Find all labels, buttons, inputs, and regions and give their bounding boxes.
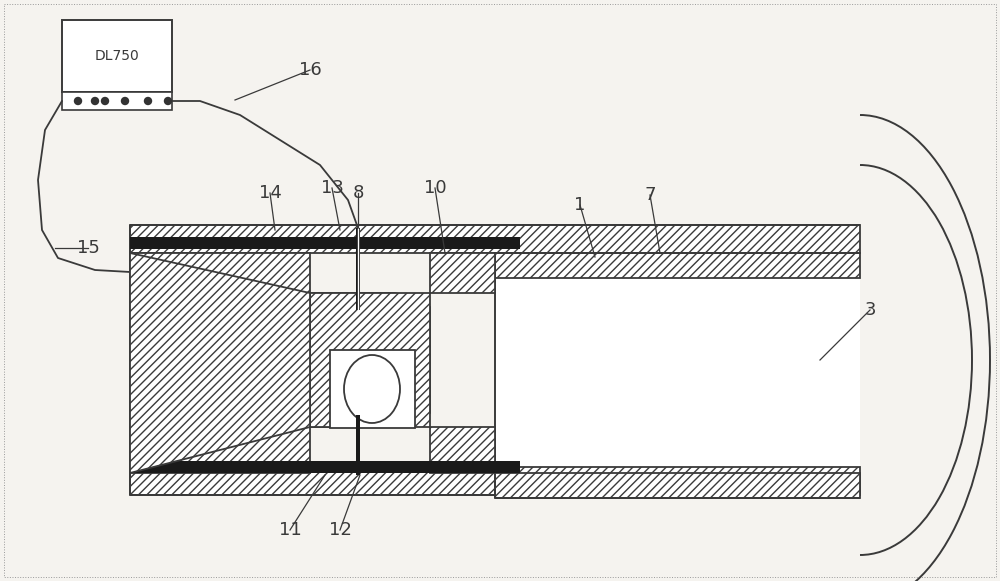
Bar xyxy=(495,278,860,473)
Circle shape xyxy=(102,98,109,105)
Circle shape xyxy=(145,98,152,105)
Text: 12: 12 xyxy=(329,521,351,539)
Bar xyxy=(356,415,360,475)
Text: 16: 16 xyxy=(299,61,321,79)
Bar xyxy=(310,293,430,427)
Bar xyxy=(430,253,495,293)
Text: 8: 8 xyxy=(352,184,364,202)
Text: 15: 15 xyxy=(77,239,99,257)
Bar xyxy=(356,228,360,310)
Bar xyxy=(130,237,520,249)
Bar xyxy=(130,225,860,253)
Polygon shape xyxy=(130,253,430,473)
Circle shape xyxy=(92,98,99,105)
Text: 7: 7 xyxy=(644,186,656,204)
Bar xyxy=(130,467,860,495)
Bar xyxy=(62,92,172,110)
Circle shape xyxy=(122,98,129,105)
Circle shape xyxy=(165,98,172,105)
Circle shape xyxy=(75,98,82,105)
Polygon shape xyxy=(130,253,310,473)
Bar xyxy=(495,253,860,278)
Text: 13: 13 xyxy=(321,179,343,197)
Text: 3: 3 xyxy=(864,301,876,319)
Ellipse shape xyxy=(344,355,400,423)
Bar xyxy=(330,350,415,428)
Text: 10: 10 xyxy=(424,179,446,197)
Bar xyxy=(62,20,172,92)
Text: 14: 14 xyxy=(259,184,281,202)
Bar xyxy=(130,461,520,473)
Bar xyxy=(495,473,860,498)
Text: 11: 11 xyxy=(279,521,301,539)
Text: DL750: DL750 xyxy=(95,49,139,63)
Text: 1: 1 xyxy=(574,196,586,214)
Bar xyxy=(430,427,495,473)
